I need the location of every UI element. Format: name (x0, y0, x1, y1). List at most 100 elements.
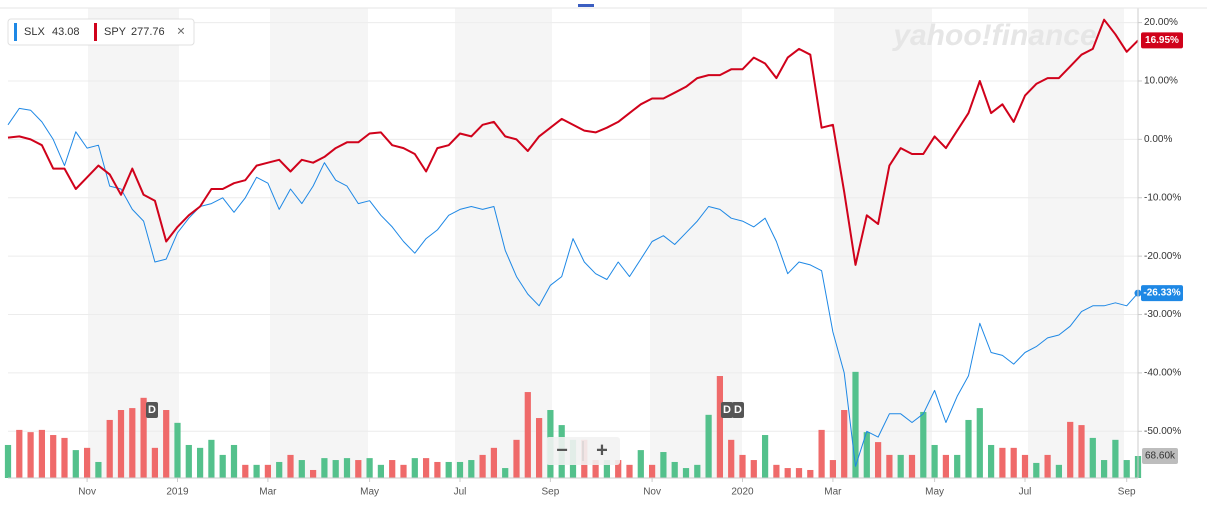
x-tick-label: Jul (1019, 487, 1032, 498)
month-band (1028, 8, 1124, 478)
volume-bar (750, 460, 757, 478)
volume-bar (1123, 460, 1130, 478)
volume-bar (422, 458, 430, 478)
volume-label-box (1142, 448, 1178, 464)
last-label: 16.95% (1145, 35, 1179, 46)
legend-value: 277.76 (131, 26, 165, 38)
volume-bar (355, 460, 362, 478)
volume-bar (954, 454, 961, 478)
volume-bar (648, 464, 656, 478)
volume-bar (50, 435, 57, 478)
volume-bar (185, 444, 192, 478)
volume-bar (671, 461, 678, 478)
legend-swatch (94, 23, 97, 41)
grid: 20.00% 10.00% 0.00% -10.00% -20.00% -30.00% -4… (8, 17, 1181, 498)
month-band (270, 8, 368, 478)
volume-bar (1078, 425, 1085, 478)
legend-swatch (14, 23, 17, 41)
volume-bar (151, 447, 159, 478)
volume-bar (1044, 454, 1051, 478)
volume-bar (908, 454, 916, 478)
volume-bar (931, 444, 938, 478)
x-tick-label: Nov (78, 487, 96, 498)
volume-bar (490, 447, 498, 478)
dividend-label: D (723, 404, 731, 416)
volume-bar (795, 468, 803, 478)
x-tick-label: Jul (454, 487, 467, 498)
volume-bar (276, 461, 283, 478)
volume-bar (1112, 439, 1119, 478)
volume-bar (852, 371, 859, 478)
x-tick-label: Sep (542, 487, 560, 498)
volume-bar (886, 454, 893, 478)
x-tick-label: 2020 (731, 487, 754, 498)
volume-bar (987, 444, 995, 478)
series-line (7, 18, 1139, 266)
volume-bar (196, 447, 204, 478)
volume-bar (761, 435, 769, 478)
volume-bar (208, 439, 215, 478)
volume-bar (321, 458, 328, 478)
x-tick-label: Nov (643, 487, 661, 498)
y-tick-label: -10.00% (1144, 192, 1181, 203)
x-tick-label: Sep (1118, 487, 1136, 498)
zoom-controls: − + (546, 437, 620, 465)
y-tick-label: 0.00% (1144, 134, 1172, 145)
volume-bar (920, 411, 927, 478)
y-tick-label: -30.00% (1144, 309, 1181, 320)
volume-bar (377, 464, 385, 478)
dividend-box (732, 402, 744, 418)
volume-bar (309, 469, 317, 478)
volume-bar (400, 464, 407, 478)
legend-close[interactable]: × (177, 23, 185, 39)
y-tick-label: 20.00% (1144, 17, 1178, 28)
last-label: -26.33% (1143, 288, 1180, 299)
volume-bar (1033, 462, 1040, 478)
y-tick-label: 10.00% (1144, 76, 1178, 87)
zoom-in[interactable]: + (596, 439, 608, 461)
volume-bar (942, 454, 950, 478)
volume-bar (1100, 460, 1108, 478)
volume-bar (897, 454, 904, 478)
volume-bar (163, 410, 170, 478)
volume-bar (253, 464, 260, 478)
legend-label: SPY (104, 26, 127, 38)
volume-bar (615, 460, 622, 478)
volume-bar (784, 468, 791, 478)
volume-bar (38, 429, 46, 478)
volume-bar (694, 464, 701, 478)
volume-bar (1021, 454, 1029, 478)
volume-bar (773, 464, 780, 478)
volume-bar (535, 418, 543, 478)
volume-bar (72, 450, 79, 478)
month-band (650, 8, 742, 478)
month-bands (88, 8, 1124, 478)
volume-bar (965, 419, 972, 478)
volume-bar (343, 458, 351, 478)
volume-bar (83, 447, 91, 478)
volume-bar (1055, 464, 1063, 478)
volume-bar (434, 461, 441, 478)
volume-label: 68.60k (1145, 451, 1176, 462)
x-tick-label: May (360, 487, 379, 498)
y-tick-label: -20.00% (1144, 251, 1181, 262)
volume-bar (502, 468, 509, 478)
legend-box (7, 18, 195, 46)
legend: SLX 43.08 SPY 277.76 × (7, 18, 195, 46)
volume-bar (1010, 447, 1017, 478)
volume-bar (264, 464, 272, 478)
last-label-box (1141, 285, 1183, 302)
x-tick-label: 2019 (166, 487, 189, 498)
volume-bar (230, 444, 238, 478)
volume-bar (807, 469, 814, 478)
volume-bar (863, 432, 870, 478)
volume-bar (513, 439, 520, 478)
volume-bar (16, 429, 23, 478)
handle[interactable] (578, 4, 594, 7)
y-tick-label: -50.00% (1144, 426, 1181, 437)
zoom-out[interactable]: − (556, 439, 568, 461)
volume-bar (739, 454, 746, 478)
volume-bar (106, 419, 113, 478)
